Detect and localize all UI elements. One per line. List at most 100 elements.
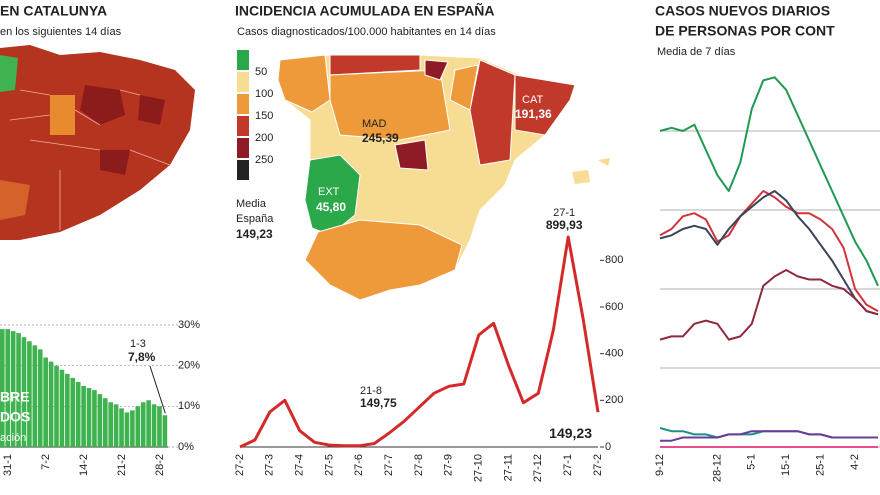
x-tick-label: 25-1 xyxy=(815,454,827,476)
x-tick-label: 27-3 xyxy=(264,454,276,476)
x-tick-label: 21-2 xyxy=(116,454,128,476)
average-label: Media xyxy=(236,198,267,210)
x-tick-label: 31-1 xyxy=(2,454,14,476)
overlay-text: DOS xyxy=(0,409,30,425)
map-value: 245,39 xyxy=(362,131,399,145)
bar xyxy=(108,402,114,447)
bar xyxy=(135,406,141,447)
x-tick-label: 27-9 xyxy=(443,454,455,476)
x-tick-label: 27-2 xyxy=(234,454,246,476)
bar xyxy=(86,388,92,447)
annotation-date: 27-1 xyxy=(553,207,575,219)
average-value: 149,23 xyxy=(236,227,273,241)
catalonia-map xyxy=(0,45,195,240)
x-tick-label: 27-8 xyxy=(413,454,425,476)
bar xyxy=(16,333,21,447)
bar xyxy=(5,329,11,447)
bar xyxy=(97,394,103,447)
x-tick-label: 5-1 xyxy=(746,454,758,470)
bar xyxy=(21,337,27,447)
y-tick-label: 800 xyxy=(605,254,623,266)
legend-swatch xyxy=(237,116,249,136)
legend-swatch xyxy=(237,72,249,92)
x-tick-label: 27-6 xyxy=(353,454,365,476)
chart-subtitle: Casos diagnosticados/100.000 habitantes … xyxy=(237,26,496,38)
x-tick-label: 4-2 xyxy=(849,454,861,470)
x-tick-label: 27-7 xyxy=(383,454,395,476)
bar xyxy=(0,329,5,447)
x-tick-label: 14-2 xyxy=(78,454,90,476)
value-label: 899,93 xyxy=(546,218,583,232)
y-tick-label: 30% xyxy=(178,319,200,331)
bar xyxy=(162,415,168,447)
legend-label: 200 xyxy=(255,132,273,144)
bar xyxy=(54,365,59,447)
x-tick-label: 7-2 xyxy=(40,454,52,470)
map-label: MAD xyxy=(362,118,387,130)
chart-title: CASOS NUEVOS DIARIOS xyxy=(655,3,830,19)
bar xyxy=(43,357,48,447)
legend-label: 50 xyxy=(255,66,267,78)
series-line xyxy=(659,269,879,341)
legend-swatch xyxy=(237,50,249,70)
map-label: CAT xyxy=(522,94,543,106)
bar xyxy=(102,398,108,447)
bar xyxy=(157,406,162,447)
bar xyxy=(81,386,86,447)
x-tick-label: 28-12 xyxy=(711,454,723,482)
spain-map xyxy=(277,54,610,301)
bar xyxy=(124,412,130,447)
chart-title: INCIDENCIA ACUMULADA EN ESPAÑA xyxy=(235,2,495,19)
x-tick-label: 28-2 xyxy=(154,454,166,476)
legend-swatch xyxy=(237,160,249,180)
chart-subtitle: en los siguientes 14 días xyxy=(0,26,122,38)
x-tick-label: 27-5 xyxy=(323,454,335,476)
series-line xyxy=(659,76,879,287)
y-tick-label: 200 xyxy=(605,394,623,406)
bar xyxy=(119,408,124,447)
series-line xyxy=(659,190,879,312)
x-tick-label: 27-4 xyxy=(294,454,306,476)
x-tick-label: 27-2 xyxy=(592,454,604,476)
chart-title: EN CATALUNYA xyxy=(0,3,107,19)
annotation-value: 149,75 xyxy=(360,396,397,410)
callout-date: 1-3 xyxy=(130,338,146,350)
annotation-date: 21-8 xyxy=(360,385,382,397)
y-tick-label: 20% xyxy=(178,360,200,372)
y-tick-label: 600 xyxy=(605,301,623,313)
legend-label: 150 xyxy=(255,110,273,122)
bar xyxy=(70,377,76,447)
x-tick-label: 27-1 xyxy=(562,454,574,476)
y-tick-label: 400 xyxy=(605,348,623,360)
bar xyxy=(140,402,146,447)
chart-title: DE PERSONAS POR CONT xyxy=(655,23,835,39)
series-line xyxy=(659,427,878,439)
bar xyxy=(75,381,81,447)
map-value: 191,36 xyxy=(515,107,552,121)
value-label: 149,23 xyxy=(549,425,592,441)
bar xyxy=(37,349,43,447)
bar xyxy=(130,410,135,447)
average-label: España xyxy=(236,213,274,225)
map-value: 45,80 xyxy=(316,200,346,214)
legend-label: 100 xyxy=(255,88,273,100)
bar xyxy=(59,369,65,447)
y-tick-label: 0% xyxy=(178,441,194,453)
y-tick-label: 0 xyxy=(605,441,611,453)
map-label: EXT xyxy=(318,186,340,198)
legend-swatch xyxy=(237,138,249,158)
chart-subtitle: Media de 7 días xyxy=(657,46,736,58)
overlay-text: BRE xyxy=(0,389,30,405)
series-line xyxy=(659,190,879,316)
x-tick-label: 27-10 xyxy=(473,454,485,482)
overlay-text: ación xyxy=(0,432,26,444)
y-tick-label: 10% xyxy=(178,400,200,412)
series-line xyxy=(239,235,600,449)
legend-swatch xyxy=(237,94,249,114)
callout-line xyxy=(149,365,166,414)
x-tick-label: 27-11 xyxy=(502,454,514,481)
bar xyxy=(146,400,151,447)
bar xyxy=(113,404,119,447)
